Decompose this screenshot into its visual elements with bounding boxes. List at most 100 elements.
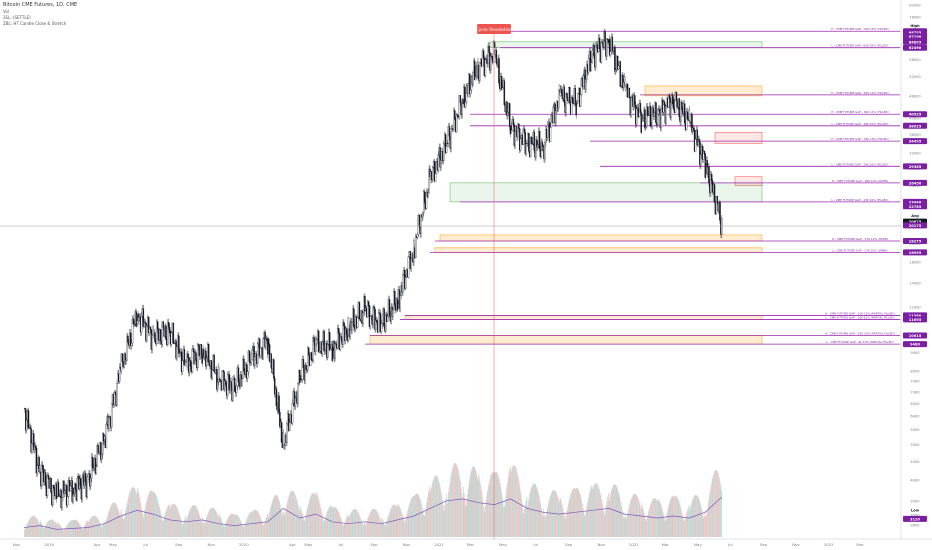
candle-body <box>469 89 472 94</box>
candle-body <box>383 308 385 326</box>
x-tick-label: Sep <box>175 542 183 547</box>
volume-bar <box>690 504 692 537</box>
volume-bar <box>80 526 82 537</box>
candle-body <box>688 109 691 121</box>
volume-bar <box>39 523 41 537</box>
candle-body <box>114 391 116 394</box>
volume-bar <box>296 501 298 537</box>
volume-bar <box>529 494 531 537</box>
event-label-box[interactable] <box>477 24 512 34</box>
volume-bar <box>133 487 135 537</box>
volume-bar <box>549 495 551 537</box>
gap-label: H - CME FUTURE GAP - 10K 10% (PARTIAL FI… <box>825 332 895 336</box>
volume-bar <box>627 510 629 537</box>
volume-bar <box>402 516 404 537</box>
volume-bar <box>470 471 472 537</box>
candle-body <box>535 139 537 158</box>
volume-bar <box>465 505 467 537</box>
candle-body <box>170 332 173 345</box>
x-tick-label: Nov <box>13 542 21 547</box>
volume-bar <box>95 516 97 537</box>
volume-bar <box>632 495 634 537</box>
volume-bar <box>713 472 715 537</box>
volume-bar <box>320 507 322 537</box>
volume-bar <box>186 520 188 537</box>
candle-body <box>565 93 567 113</box>
candle-body <box>30 428 32 453</box>
volume-bar <box>228 515 230 537</box>
volume-bar <box>146 499 148 537</box>
price-tag-label: 3120 <box>910 517 921 521</box>
volume-bar <box>26 523 28 537</box>
candle-body <box>549 126 552 142</box>
volume-bar <box>142 514 144 537</box>
volume-bar <box>352 510 354 537</box>
candle-body <box>528 133 530 152</box>
gap-zone <box>714 131 763 144</box>
volume-bar <box>448 486 450 537</box>
volume-bar <box>176 507 178 537</box>
volume-bar <box>701 510 703 537</box>
volume-bar <box>708 499 710 537</box>
candle-body <box>27 410 30 429</box>
volume-bar <box>709 490 711 537</box>
volume-bar <box>437 477 439 537</box>
candle-body <box>217 366 220 383</box>
volume-bar <box>556 494 558 537</box>
volume-bar <box>79 524 81 537</box>
volume-bar <box>210 508 212 537</box>
candle-body <box>162 321 164 328</box>
candle-body <box>72 494 74 502</box>
volume-bar <box>414 494 416 537</box>
volume-bar <box>166 507 168 537</box>
price-tag <box>903 237 927 244</box>
x-tick-label: Apr <box>94 542 101 547</box>
price-axis[interactable] <box>901 0 932 550</box>
volume-bar <box>277 497 279 537</box>
volume-bar <box>626 517 628 537</box>
volume-bar <box>169 507 171 537</box>
volume-bar <box>567 507 569 537</box>
volume-bar <box>160 513 162 537</box>
volume-bar <box>170 506 172 537</box>
volume-bar <box>678 501 680 537</box>
price-tag <box>903 316 927 323</box>
candle-body <box>39 465 41 473</box>
volume-bar <box>250 511 252 537</box>
volume-bar <box>226 521 227 537</box>
candle-body <box>251 349 253 360</box>
volume-bar <box>697 496 699 537</box>
candle-body <box>490 56 492 71</box>
volume-bar <box>604 510 606 537</box>
volume-bar <box>319 504 321 537</box>
candle-body <box>529 137 532 157</box>
volume-bar <box>323 521 325 537</box>
volume-bar <box>336 509 338 537</box>
volume-bar <box>576 487 578 537</box>
volume-bar <box>138 494 140 537</box>
candle-body <box>121 353 124 362</box>
candle-body <box>225 380 227 386</box>
volume-bar <box>270 505 272 537</box>
candle-body <box>343 322 345 327</box>
candle-body <box>439 147 441 168</box>
candle-body <box>606 38 608 57</box>
volume-bar <box>681 513 683 537</box>
candle-body <box>213 355 215 372</box>
volume-bar <box>179 515 181 537</box>
candle-body <box>646 106 648 127</box>
x-tick-label: Mar <box>856 542 864 547</box>
volume-bar <box>371 509 373 537</box>
volume-bar <box>508 473 510 537</box>
candle-body <box>376 320 378 323</box>
candle-body <box>399 295 401 309</box>
volume-bar <box>532 484 534 537</box>
volume-bar <box>59 525 61 537</box>
candle-body <box>579 94 582 107</box>
volume-bar <box>387 517 389 537</box>
volume-bar <box>311 494 313 537</box>
candle-body <box>444 134 447 153</box>
volume-bar <box>381 517 383 537</box>
volume-bar <box>555 491 557 537</box>
